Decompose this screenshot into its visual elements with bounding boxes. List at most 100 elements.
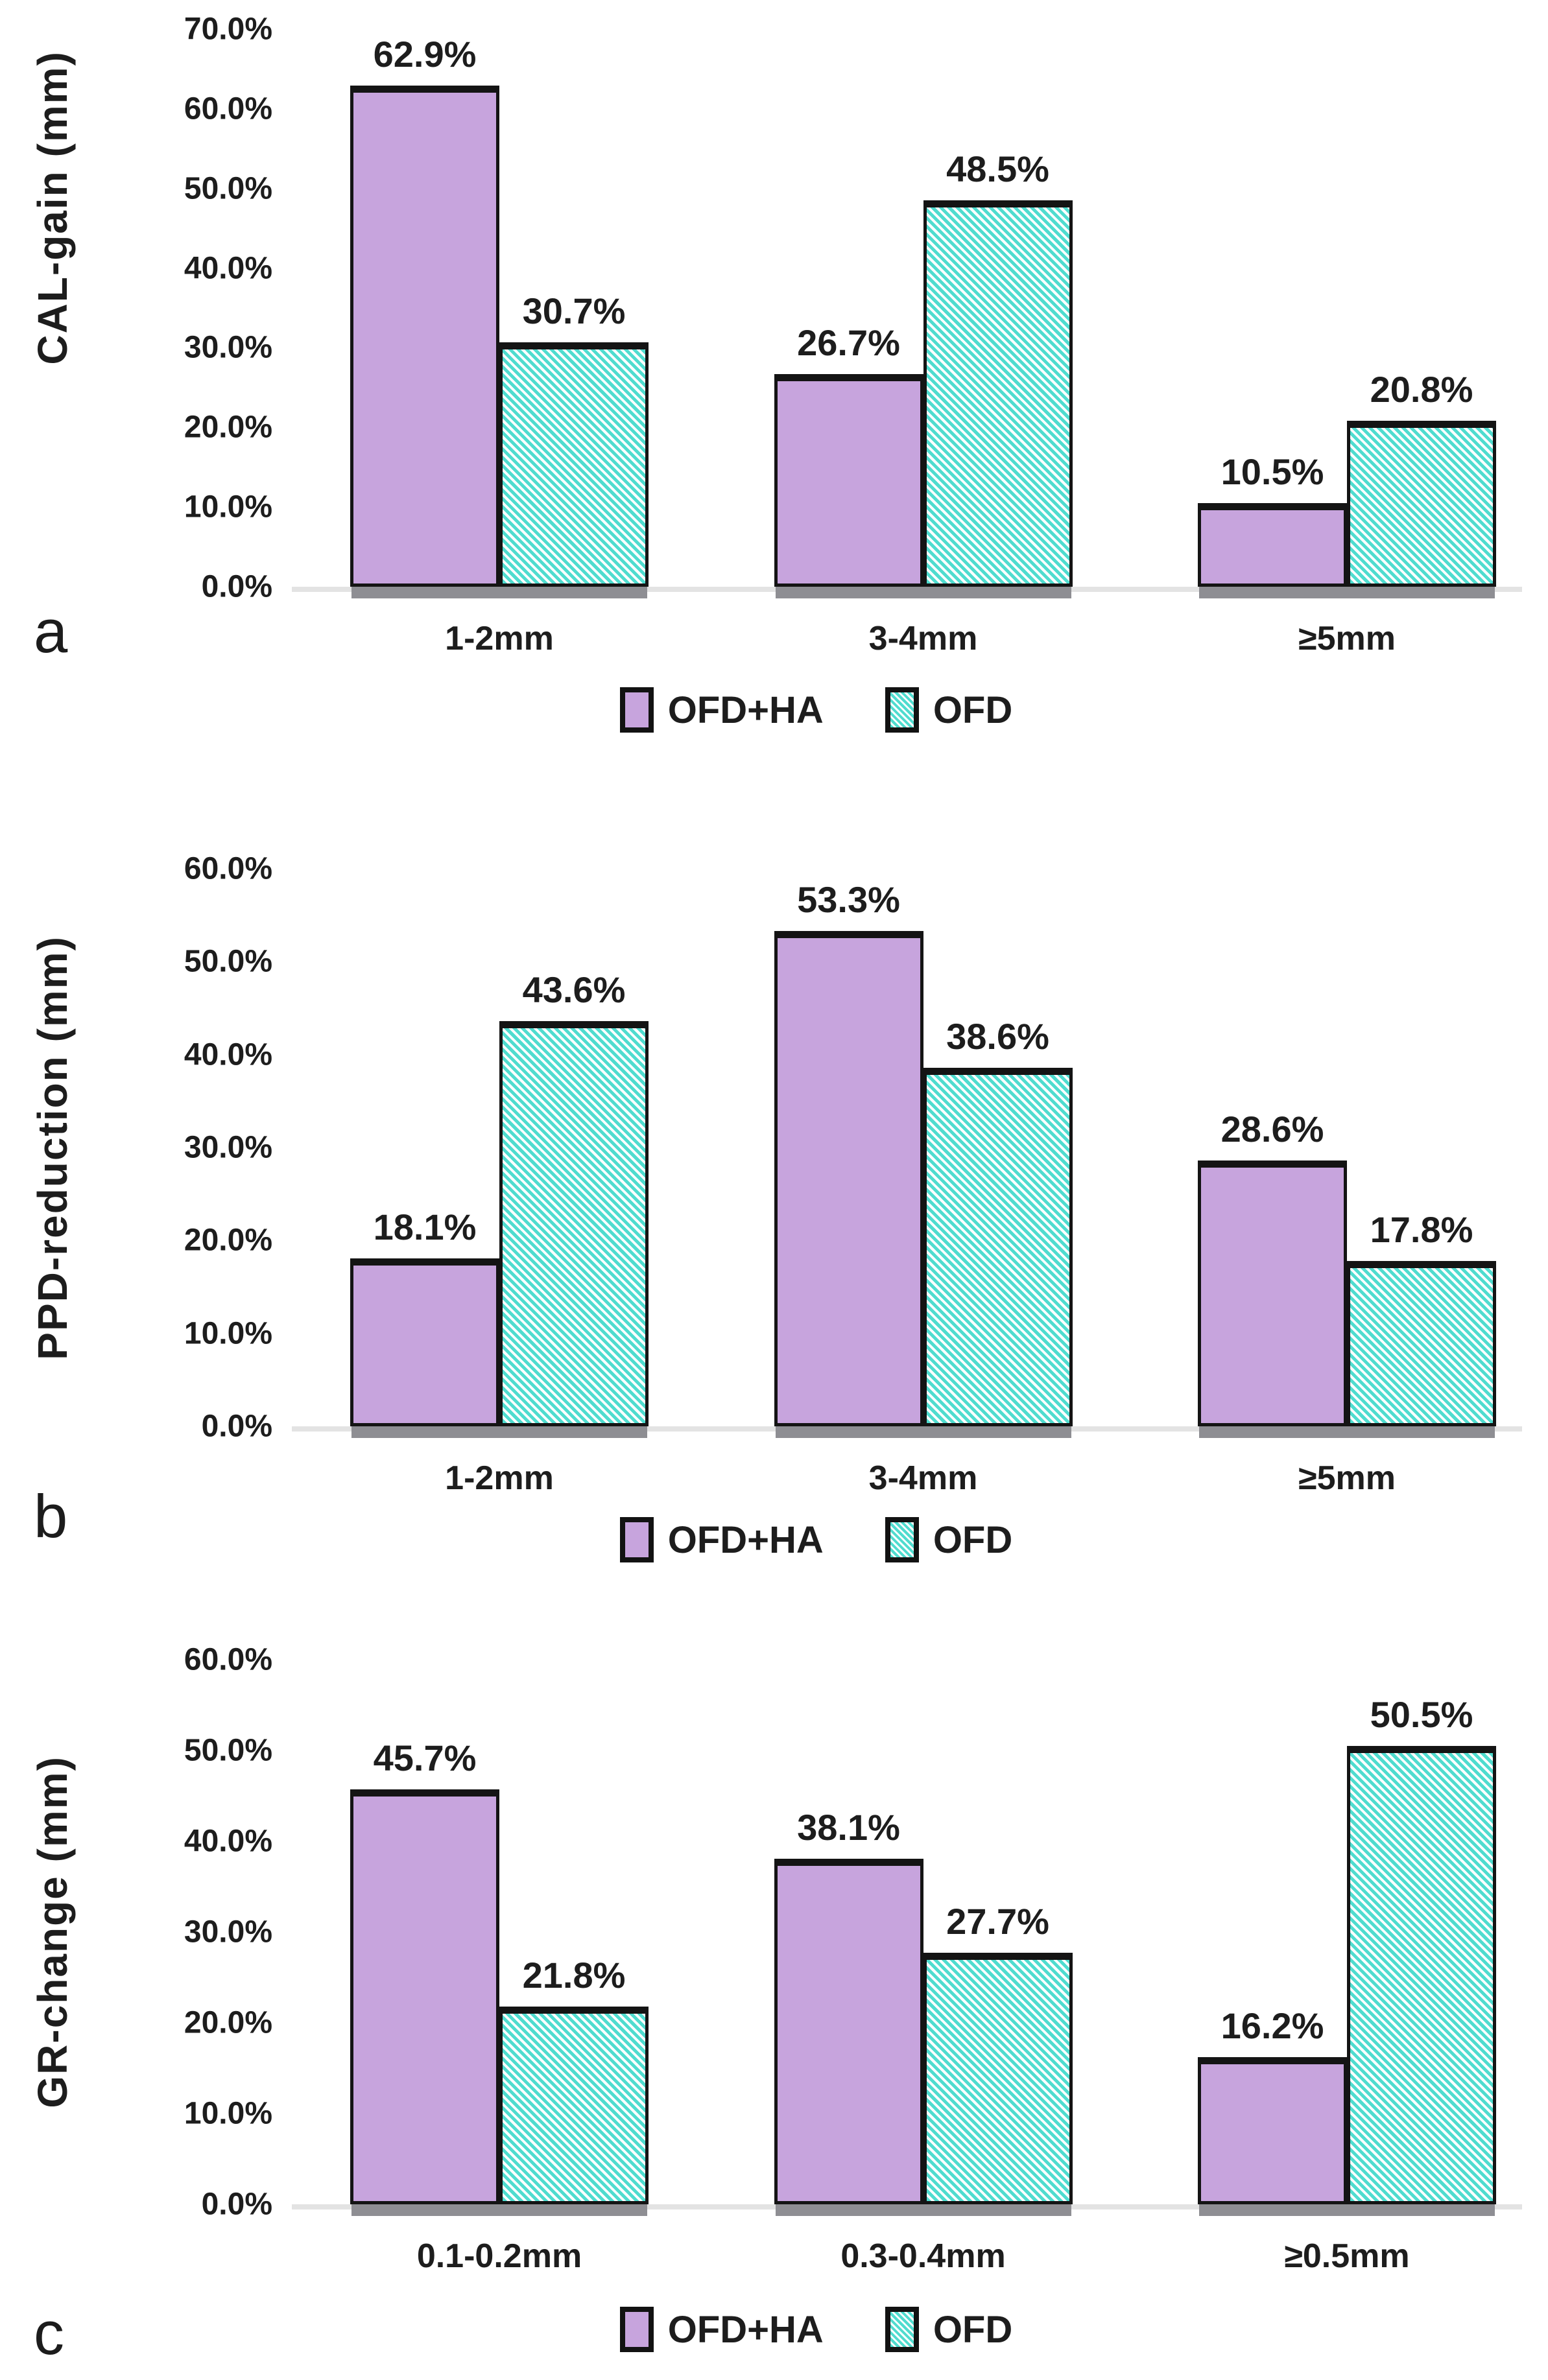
legend-item-ofd-ha: OFD+HA [619, 1517, 824, 1562]
value-label: 48.5% [946, 148, 1049, 190]
legend-label-ofd: OFD [933, 689, 1013, 731]
plot-area: 62.9% 30.7% 1-2mm 26.7% 48.5% 3-4mm 10.5% 20.8%… [292, 29, 1522, 657]
x-axis-category-label: 1-2mm [445, 620, 554, 657]
bar-wrap: 28.6% [1198, 869, 1347, 1426]
x-axis-category-label: 3-4mm [868, 620, 978, 657]
y-axis-ticks: 0.0% 10.0% 20.0% 30.0% 40.0% 50.0% 60.0% 70.0% [117, 12, 292, 604]
bar-ofd-ha [350, 86, 499, 587]
value-label: 62.9% [373, 34, 477, 75]
bar-shadow [1199, 2204, 1495, 2216]
legend-item-ofd-ha: OFD+HA [619, 2307, 824, 2352]
bar-wrap: 17.8% [1347, 869, 1496, 1426]
y-axis-tick-label: 0.0% [201, 1409, 272, 1444]
bar-wrap: 26.7% [774, 29, 923, 587]
legend-label-ofd: OFD [933, 2308, 1013, 2351]
y-axis-tick-label: 40.0% [184, 1824, 272, 1859]
bar-ofd-ha [1198, 503, 1347, 587]
value-label: 10.5% [1221, 451, 1324, 492]
y-axis-tick-label: 30.0% [184, 330, 272, 365]
y-axis-tick-label: 70.0% [184, 12, 272, 47]
bar-wrap: 16.2% [1198, 1660, 1347, 2204]
bar-ofd [1347, 1746, 1496, 2204]
legend: OFD+HA OFD [201, 2307, 1431, 2352]
panel-letter: a [34, 597, 68, 665]
y-axis-tick-label: 40.0% [184, 1037, 272, 1072]
x-axis-category-label: 3-4mm [868, 1459, 978, 1497]
bar-shadow [351, 587, 647, 598]
y-axis-tick-label: 20.0% [184, 1223, 272, 1258]
bar-ofd [923, 200, 1073, 587]
y-axis-tick-label: 60.0% [184, 1642, 272, 1677]
bar-shadow [1199, 1426, 1495, 1438]
bar-wrap: 18.1% [350, 869, 499, 1426]
chart-panel-a: CAL-gain (mm) 0.0% 10.0% 20.0% 30.0% 40.0% 50… [0, 0, 1548, 804]
bar-wrap: 21.8% [499, 1660, 649, 2204]
y-axis-tick-label: 40.0% [184, 251, 272, 286]
x-axis-category-label: 0.3-0.4mm [840, 2237, 1006, 2275]
bar-ofd-ha [350, 1789, 499, 2204]
legend-label-ofd-ha: OFD+HA [667, 1518, 824, 1561]
legend-swatch-ofd-ha [619, 1517, 654, 1562]
panel-letter: c [34, 2299, 64, 2367]
bar-wrap: 48.5% [923, 29, 1073, 587]
bar-group: 18.1% 43.6% 1-2mm [350, 869, 649, 1497]
legend: OFD+HA OFD [201, 687, 1431, 733]
x-axis-category-label: 0.1-0.2mm [416, 2237, 582, 2275]
legend-swatch-ofd [885, 687, 919, 733]
legend-item-ofd-ha: OFD+HA [619, 687, 824, 733]
plot-row: 0.0% 10.0% 20.0% 30.0% 40.0% 50.0% 60.0% 18.1%… [117, 852, 1522, 1497]
bar-wrap: 38.1% [774, 1660, 923, 2204]
y-axis-tick-label: 50.0% [184, 1733, 272, 1768]
bar-ofd [499, 2006, 649, 2204]
y-axis-tick-label: 30.0% [184, 1130, 272, 1165]
y-axis-title-container: PPD-reduction (mm) [4, 869, 101, 1426]
bar-shadow [775, 1426, 1071, 1438]
value-label: 50.5% [1370, 1694, 1473, 1735]
bar-shadow [351, 1426, 647, 1438]
bar-ofd [499, 1021, 649, 1426]
value-label: 21.8% [522, 1954, 626, 1996]
y-axis-ticks: 0.0% 10.0% 20.0% 30.0% 40.0% 50.0% 60.0% [117, 852, 292, 1444]
bar-ofd-ha [1198, 1161, 1347, 1426]
value-label: 20.8% [1370, 369, 1473, 410]
bar-group: 62.9% 30.7% 1-2mm [350, 29, 649, 657]
bar-ofd-ha [350, 1258, 499, 1426]
legend-item-ofd: OFD [885, 1517, 1012, 1562]
y-axis-tick-label: 20.0% [184, 2005, 272, 2040]
bar-group: 28.6% 17.8% ≥5mm [1198, 869, 1496, 1497]
legend-label-ofd: OFD [933, 1518, 1013, 1561]
y-axis-tick-label: 30.0% [184, 1915, 272, 1950]
bar-wrap: 10.5% [1198, 29, 1347, 587]
x-axis-category-label: 1-2mm [445, 1459, 554, 1497]
bar-wrap: 43.6% [499, 869, 649, 1426]
plot-row: 0.0% 10.0% 20.0% 30.0% 40.0% 50.0% 60.0% 45.7%… [117, 1643, 1522, 2275]
bar-group: 53.3% 38.6% 3-4mm [774, 869, 1073, 1497]
bar-wrap: 38.6% [923, 869, 1073, 1426]
bar-shadow [775, 2204, 1071, 2216]
value-label: 28.6% [1221, 1109, 1324, 1150]
y-axis-tick-label: 0.0% [201, 2187, 272, 2222]
bar-group: 10.5% 20.8% ≥5mm [1198, 29, 1496, 657]
value-label: 16.2% [1221, 2005, 1324, 2047]
y-axis-tick-label: 60.0% [184, 851, 272, 886]
x-axis-category-label: ≥5mm [1298, 620, 1396, 657]
legend: OFD+HA OFD [201, 1517, 1431, 1562]
bar-wrap: 20.8% [1347, 29, 1496, 587]
value-label: 45.7% [373, 1738, 477, 1779]
bar-shadow [351, 2204, 647, 2216]
bar-wrap: 53.3% [774, 869, 923, 1426]
y-axis-title-container: CAL-gain (mm) [4, 23, 101, 587]
bar-shadow [1199, 587, 1495, 598]
bar-wrap: 62.9% [350, 29, 499, 587]
legend-label-ofd-ha: OFD+HA [667, 2308, 824, 2351]
legend-swatch-ofd-ha [619, 2307, 654, 2352]
bar-group: 38.1% 27.7% 0.3-0.4mm [774, 1660, 1073, 2275]
bar-group: 16.2% 50.5% ≥0.5mm [1198, 1660, 1496, 2275]
x-axis-category-label: ≥5mm [1298, 1459, 1396, 1497]
bar-ofd [923, 1953, 1073, 2204]
value-label: 18.1% [373, 1206, 477, 1247]
value-label: 38.6% [946, 1015, 1049, 1057]
y-axis-tick-label: 60.0% [184, 91, 272, 126]
plot-area: 18.1% 43.6% 1-2mm 53.3% 38.6% 3-4mm 28.6% 17.8%… [292, 869, 1522, 1497]
y-axis-title-container: GR-change (mm) [4, 1660, 101, 2204]
